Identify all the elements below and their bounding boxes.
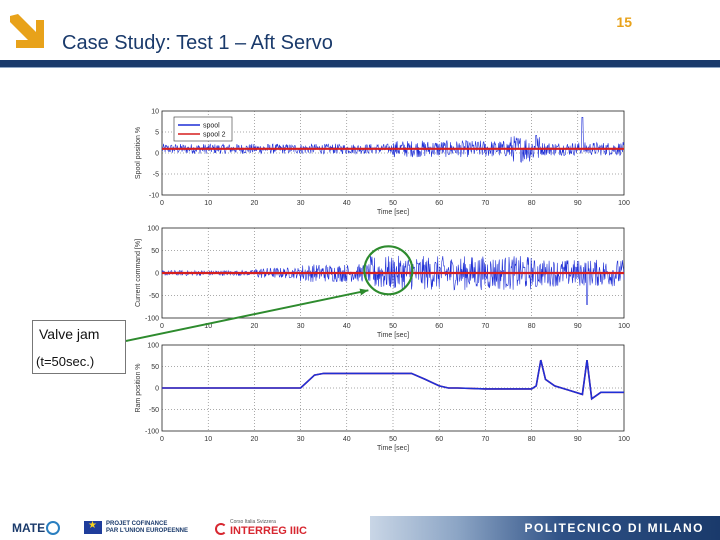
y-tick-label: -10	[149, 193, 159, 200]
series-line-ram-2	[162, 359, 624, 401]
x-tick-label: 60	[435, 436, 443, 443]
y-tick-label: -50	[149, 293, 159, 300]
y-tick-label: 0	[155, 271, 159, 278]
title-rule-thin	[0, 67, 720, 68]
y-tick-label: -50	[149, 407, 159, 414]
eu-text-line1: PROJET COFINANCE	[106, 521, 168, 527]
x-tick-label: 60	[435, 323, 443, 330]
x-tick-label: 20	[251, 200, 259, 207]
mateo-o-icon	[46, 521, 61, 535]
x-tick-label: 50	[389, 436, 397, 443]
callout-box: Valve jam (t=50sec.)	[32, 320, 126, 374]
y-tick-label: 0	[155, 151, 159, 158]
interreg-subtitle: Corso Italia Svizzera	[230, 519, 276, 525]
y-axis-label: Spool position %	[135, 127, 142, 179]
x-tick-label: 70	[482, 436, 490, 443]
x-tick-label: 100	[618, 436, 630, 443]
x-tick-label: 40	[343, 323, 351, 330]
y-tick-label: 100	[147, 226, 159, 233]
x-tick-label: 20	[251, 436, 259, 443]
x-tick-label: 0	[160, 200, 164, 207]
valve-jam-circle	[363, 245, 414, 296]
x-tick-label: 90	[574, 200, 582, 207]
callout-arrow-line	[125, 289, 369, 342]
x-tick-label: 70	[482, 200, 490, 207]
logo-arrow-icon	[6, 10, 48, 52]
x-tick-label: 90	[574, 323, 582, 330]
interreg-logo-text: INTERREG IIIC	[230, 525, 308, 537]
y-tick-label: 10	[151, 109, 159, 116]
x-tick-label: 30	[297, 200, 305, 207]
x-tick-label: 90	[574, 436, 582, 443]
x-tick-label: 50	[389, 323, 397, 330]
x-tick-label: 30	[297, 323, 305, 330]
x-tick-label: 10	[204, 323, 212, 330]
y-tick-label: 0	[155, 386, 159, 393]
x-tick-label: 10	[204, 200, 212, 207]
x-axis-label: Time [sec]	[377, 209, 409, 216]
x-axis-label: Time [sec]	[377, 332, 409, 339]
x-axis-label: Time [sec]	[377, 445, 409, 452]
x-tick-label: 0	[160, 323, 164, 330]
eu-flag-icon	[84, 520, 102, 534]
legend-label: spool	[203, 123, 220, 130]
y-tick-label: -100	[145, 316, 159, 323]
x-tick-label: 40	[343, 200, 351, 207]
x-tick-label: 70	[482, 323, 490, 330]
title-rule	[0, 60, 720, 67]
x-tick-label: 100	[618, 200, 630, 207]
y-tick-label: -100	[145, 429, 159, 436]
legend-label: spool 2	[203, 132, 226, 139]
page-title: Case Study: Test 1 – Aft Servo	[62, 32, 333, 54]
callout-text-time: (t=50sec.)	[36, 354, 95, 369]
x-tick-label: 30	[297, 436, 305, 443]
legend-box	[173, 116, 233, 142]
callout-arrowhead-icon	[359, 288, 369, 296]
x-tick-label: 10	[204, 436, 212, 443]
x-tick-label: 80	[528, 436, 536, 443]
interreg-mark-icon	[215, 523, 227, 535]
y-tick-label: 100	[147, 343, 159, 350]
y-axis-label: Ram position %	[135, 363, 142, 412]
mateo-logo-text: MATE	[12, 521, 46, 535]
x-tick-label: 50	[389, 200, 397, 207]
university-name: POLITECNICO DI MILANO	[524, 521, 704, 535]
x-tick-label: 40	[343, 436, 351, 443]
chart-panel-3: 0 10 20 30 40 50 60 70 80 90 100 100 50 0 -50 -100 Time …	[135, 343, 630, 453]
y-tick-label: 50	[151, 364, 159, 371]
x-tick-label: 100	[618, 323, 630, 330]
x-tick-label: 20	[251, 323, 259, 330]
y-axis-label: Current command [%]	[135, 239, 142, 307]
eu-cofinance-text: PROJET COFINANCE PAR L'UNION EUROPEENNE	[106, 521, 188, 535]
callout-text-valve-jam: Valve jam	[39, 326, 100, 342]
x-tick-label: 60	[435, 200, 443, 207]
mateo-logo: MATE	[12, 521, 61, 535]
x-tick-label: 0	[160, 436, 164, 443]
y-tick-label: 50	[151, 248, 159, 255]
page-number: 15	[616, 14, 632, 30]
eu-text-line2: PAR L'UNION EUROPEENNE	[106, 528, 188, 534]
x-tick-label: 80	[528, 200, 536, 207]
y-tick-label: 5	[155, 130, 159, 137]
footer-bar: POLITECNICO DI MILANO	[370, 516, 720, 540]
y-tick-label: -5	[153, 172, 159, 179]
legend: spool spool 2	[173, 116, 233, 142]
chart-panel-2: 0 10 20 30 40 50 60 70 80 90 100 100 50 0 -50 -100 Time …	[135, 226, 630, 340]
x-tick-label: 80	[528, 323, 536, 330]
